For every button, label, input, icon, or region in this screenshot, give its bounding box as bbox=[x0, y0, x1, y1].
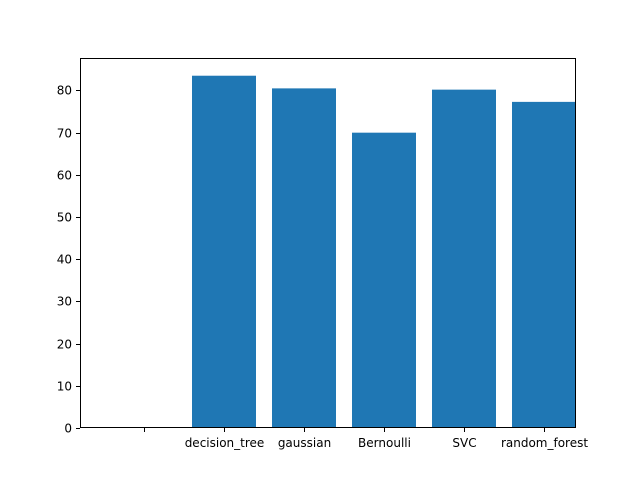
bars-group bbox=[192, 75, 576, 429]
y-tick-label: 50 bbox=[57, 211, 72, 225]
plot-frame bbox=[80, 58, 576, 428]
bar-bernoulli bbox=[352, 132, 416, 428]
y-axis: 0 10 20 30 40 50 60 70 80 bbox=[57, 84, 80, 436]
y-tick-label: 60 bbox=[57, 169, 72, 183]
bar-gaussian bbox=[272, 88, 336, 428]
x-tick-label: decision_tree bbox=[185, 436, 265, 450]
y-tick-label: 0 bbox=[64, 422, 72, 436]
y-tick-label: 10 bbox=[57, 380, 72, 394]
y-tick-label: 20 bbox=[57, 338, 72, 352]
x-tick-label: random_forest bbox=[501, 436, 588, 450]
y-tick-label: 80 bbox=[57, 84, 72, 98]
y-tick-label: 70 bbox=[57, 127, 72, 141]
bar-decision-tree bbox=[192, 75, 256, 429]
y-tick-label: 40 bbox=[57, 253, 72, 267]
x-tick-label: Bernoulli bbox=[358, 436, 411, 450]
x-tick-label: gaussian bbox=[278, 436, 331, 450]
bar-random-forest bbox=[512, 101, 576, 428]
y-tick-label: 30 bbox=[57, 295, 72, 309]
x-tick-label: SVC bbox=[452, 436, 476, 450]
bar-svc bbox=[432, 89, 496, 428]
x-axis: decision_tree gaussian Bernoulli SVC random_… bbox=[144, 428, 588, 450]
